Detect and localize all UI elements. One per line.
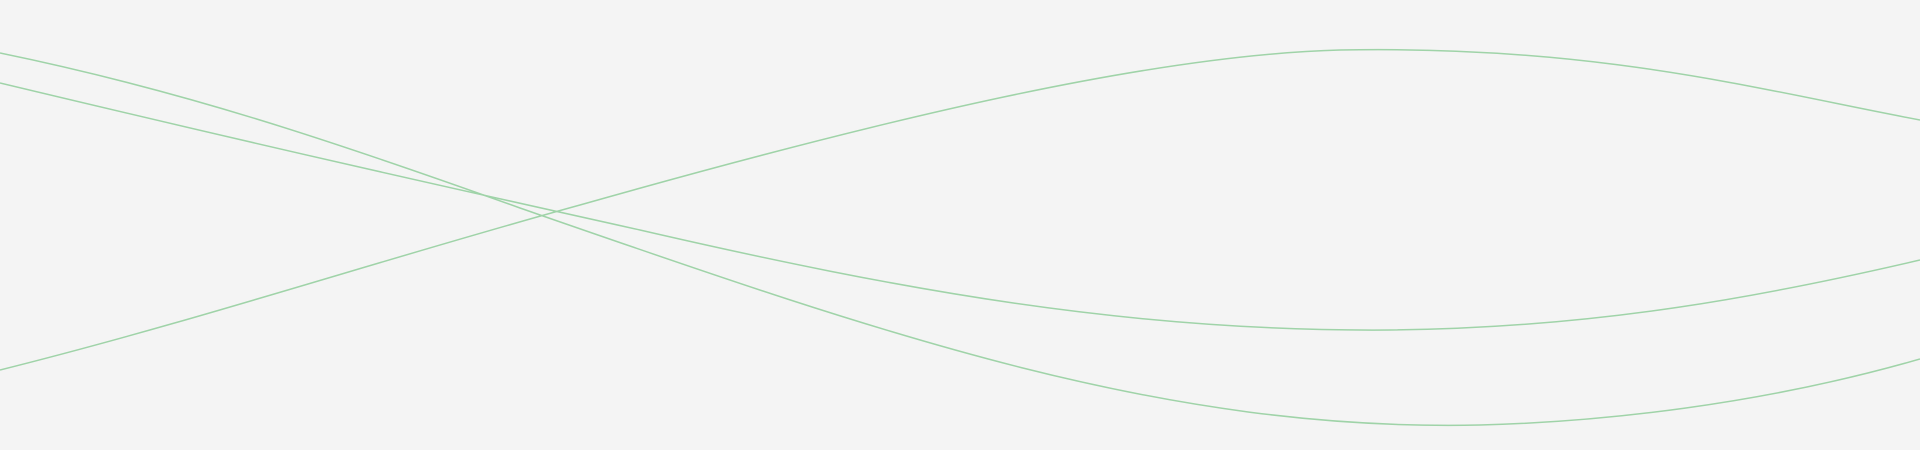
wave-line-3	[0, 82, 1920, 331]
wave-line-2	[0, 48, 1920, 371]
wave-line-1	[0, 52, 1920, 427]
